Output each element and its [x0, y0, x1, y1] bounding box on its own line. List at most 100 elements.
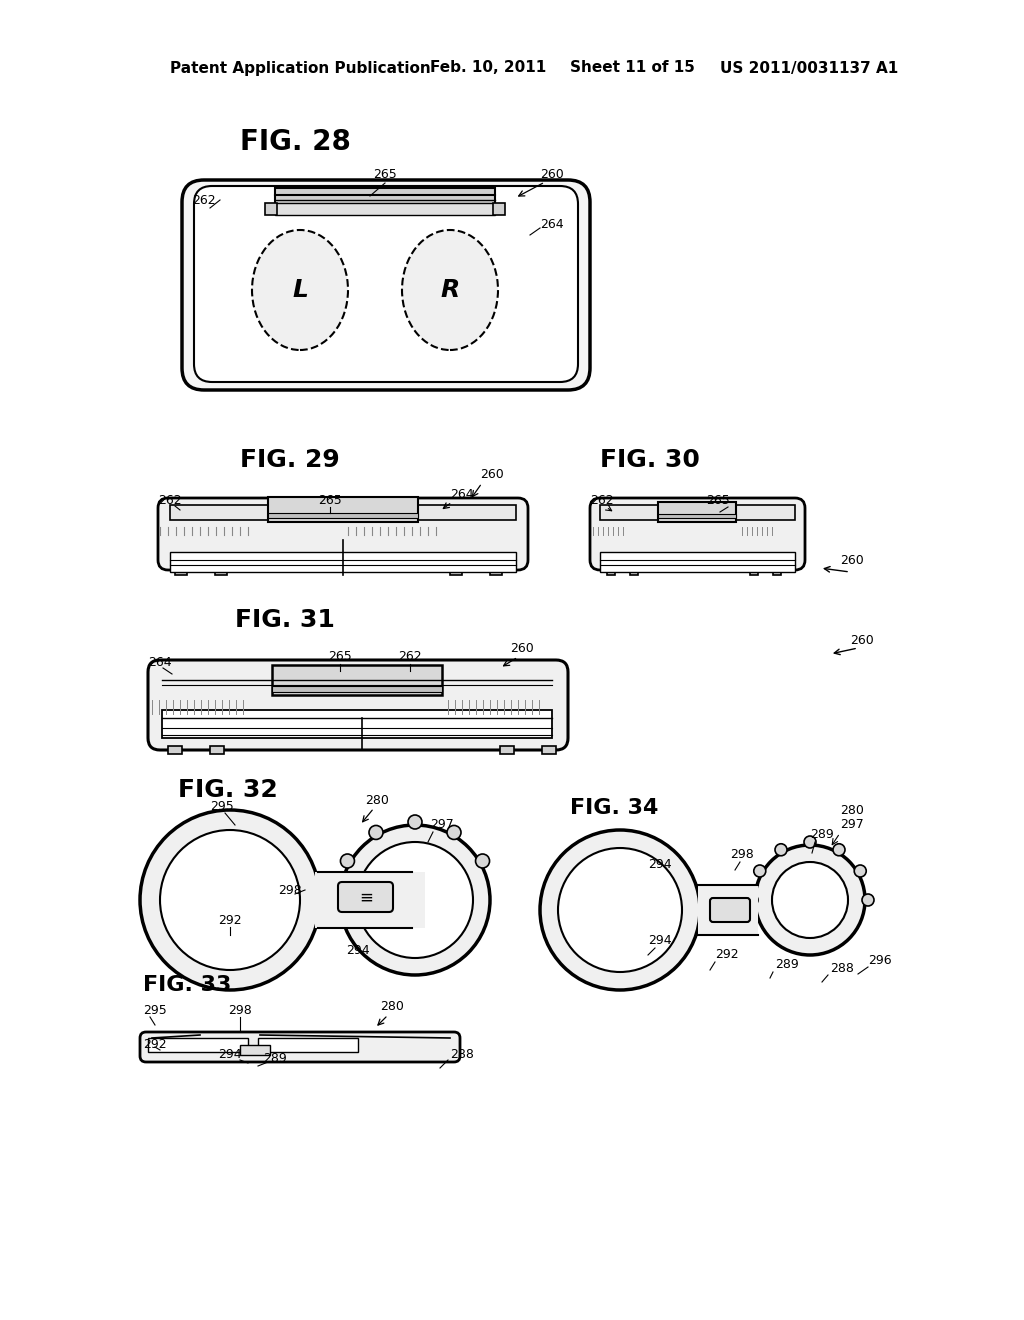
Text: 289: 289 — [775, 958, 799, 972]
Circle shape — [558, 847, 682, 972]
Text: 298: 298 — [228, 1003, 252, 1016]
Text: Sheet 11 of 15: Sheet 11 of 15 — [570, 61, 695, 75]
Bar — [698, 884, 758, 935]
Text: 260: 260 — [840, 553, 864, 566]
Text: Feb. 10, 2011: Feb. 10, 2011 — [430, 61, 546, 75]
Circle shape — [540, 830, 700, 990]
Text: 262: 262 — [590, 494, 613, 507]
Circle shape — [357, 842, 473, 958]
Bar — [170, 506, 516, 520]
Text: 292: 292 — [218, 913, 242, 927]
Bar — [490, 568, 502, 576]
Bar — [773, 569, 781, 576]
Text: FIG. 32: FIG. 32 — [178, 777, 278, 803]
Bar — [265, 203, 278, 215]
Text: 280: 280 — [840, 804, 864, 817]
Text: 294: 294 — [218, 1048, 242, 1061]
Text: FIG. 28: FIG. 28 — [240, 128, 351, 156]
Text: FIG. 33: FIG. 33 — [143, 975, 231, 995]
Text: 265: 265 — [707, 494, 730, 507]
Text: 260: 260 — [540, 169, 564, 181]
Text: 264: 264 — [540, 219, 563, 231]
Circle shape — [746, 894, 758, 906]
FancyBboxPatch shape — [194, 186, 578, 381]
Text: Patent Application Publication: Patent Application Publication — [170, 61, 431, 75]
Text: 264: 264 — [148, 656, 172, 668]
Text: 288: 288 — [830, 961, 854, 974]
Bar — [240, 1045, 270, 1055]
FancyBboxPatch shape — [140, 1032, 460, 1063]
Text: 260: 260 — [480, 469, 504, 482]
Ellipse shape — [402, 230, 498, 350]
Circle shape — [862, 894, 874, 906]
Bar — [210, 746, 224, 754]
Circle shape — [369, 825, 383, 840]
Bar — [315, 873, 425, 928]
Bar — [275, 203, 495, 215]
Bar — [493, 203, 505, 215]
Bar — [750, 569, 758, 576]
FancyBboxPatch shape — [158, 498, 528, 570]
Text: 295: 295 — [143, 1003, 167, 1016]
Bar — [148, 1038, 248, 1052]
Circle shape — [754, 865, 766, 876]
Bar — [162, 710, 552, 738]
FancyBboxPatch shape — [590, 498, 805, 570]
Text: FIG. 31: FIG. 31 — [234, 609, 335, 632]
Bar — [272, 665, 442, 696]
Text: 294: 294 — [648, 858, 672, 871]
Bar — [607, 569, 615, 576]
Text: 292: 292 — [143, 1039, 167, 1052]
Bar — [258, 1038, 358, 1052]
Bar — [658, 513, 736, 517]
Circle shape — [160, 830, 300, 970]
Text: 280: 280 — [380, 1001, 403, 1014]
Text: 262: 262 — [158, 494, 181, 507]
Bar — [600, 506, 795, 520]
FancyBboxPatch shape — [710, 898, 750, 921]
Text: 265: 265 — [373, 169, 397, 181]
Text: 297: 297 — [430, 818, 454, 832]
Circle shape — [775, 843, 787, 855]
Text: 265: 265 — [328, 651, 352, 664]
Circle shape — [755, 845, 865, 954]
Text: L: L — [292, 279, 308, 302]
Text: FIG. 34: FIG. 34 — [570, 799, 658, 818]
Text: 294: 294 — [346, 944, 370, 957]
Text: FIG. 29: FIG. 29 — [240, 447, 340, 473]
FancyBboxPatch shape — [338, 882, 393, 912]
Bar — [272, 686, 442, 692]
Text: 292: 292 — [715, 949, 738, 961]
Text: 298: 298 — [730, 849, 754, 862]
Bar — [175, 568, 187, 576]
Bar — [630, 569, 638, 576]
Text: 264: 264 — [450, 488, 474, 502]
Text: 289: 289 — [263, 1052, 287, 1064]
Circle shape — [854, 865, 866, 876]
Text: FIG. 30: FIG. 30 — [600, 447, 699, 473]
Circle shape — [475, 854, 489, 869]
Text: 298: 298 — [278, 883, 302, 896]
Bar — [275, 187, 495, 210]
Bar — [658, 502, 736, 521]
Text: 295: 295 — [210, 800, 233, 813]
FancyBboxPatch shape — [148, 660, 568, 750]
Text: US 2011/0031137 A1: US 2011/0031137 A1 — [720, 61, 898, 75]
Text: 265: 265 — [318, 494, 342, 507]
Bar — [215, 568, 227, 576]
Circle shape — [140, 810, 319, 990]
Ellipse shape — [252, 230, 348, 350]
Bar — [268, 513, 418, 517]
Text: 260: 260 — [510, 642, 534, 655]
Text: 288: 288 — [450, 1048, 474, 1061]
Circle shape — [340, 854, 354, 869]
Circle shape — [340, 825, 490, 975]
Bar — [600, 552, 795, 572]
Text: 262: 262 — [398, 651, 422, 664]
Circle shape — [833, 843, 845, 855]
Text: ≡: ≡ — [359, 888, 373, 907]
Text: 296: 296 — [868, 953, 892, 966]
Text: 280: 280 — [365, 793, 389, 807]
Text: 262: 262 — [193, 194, 216, 206]
Text: 294: 294 — [648, 933, 672, 946]
